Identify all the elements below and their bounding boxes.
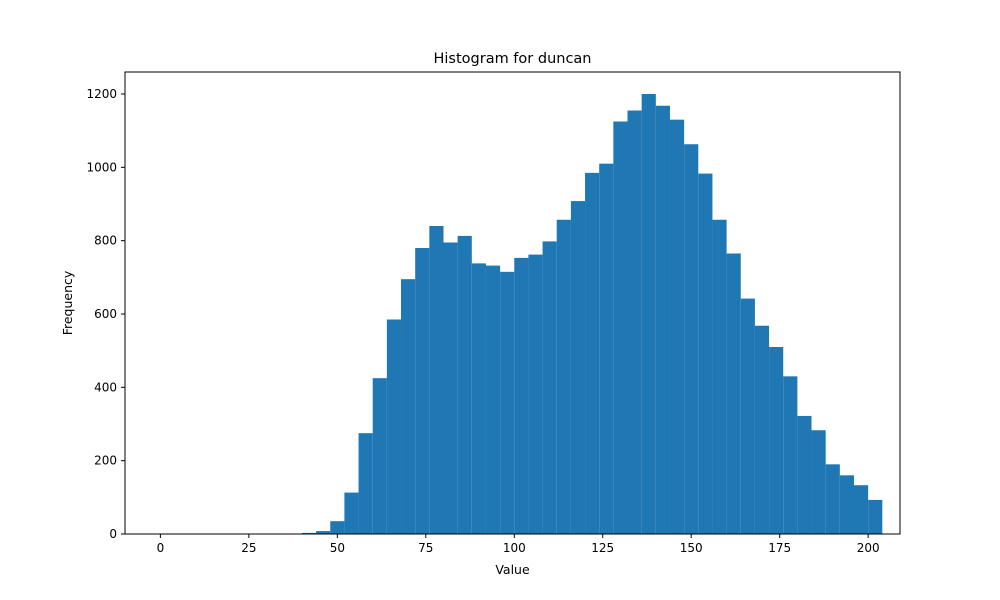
histogram-bar	[783, 376, 798, 534]
histogram-bar	[754, 325, 770, 534]
x-tick-label: 50	[330, 541, 345, 555]
y-axis-label: Frequency	[60, 270, 75, 335]
x-ticks-group: 0 25 50 75 100 125 150 175 200	[157, 534, 880, 555]
histogram-bar	[627, 110, 642, 534]
histogram-bar	[698, 173, 713, 535]
x-axis-label: Value	[495, 562, 530, 577]
histogram-bar	[556, 219, 571, 534]
histogram-bar	[401, 279, 416, 534]
histogram-bar	[372, 378, 387, 534]
histogram-bar	[839, 475, 854, 534]
histogram-bar	[655, 105, 670, 534]
histogram-bar	[797, 415, 812, 534]
histogram-bar	[471, 263, 486, 534]
histogram-bar	[669, 119, 685, 535]
histogram-bar	[316, 531, 331, 534]
histogram-bar	[599, 163, 614, 534]
x-tick-label: 150	[680, 541, 703, 555]
histogram-bar	[542, 241, 557, 534]
x-tick-label: 75	[418, 541, 433, 555]
histogram-bar	[712, 219, 727, 534]
histogram-bar	[613, 121, 628, 534]
chart-title: Histogram for duncan	[433, 51, 591, 67]
x-tick-label: 100	[503, 541, 526, 555]
histogram-bar	[344, 492, 359, 534]
histogram-bar	[415, 248, 430, 534]
histogram-bar	[726, 253, 741, 534]
y-tick-label: 800	[94, 234, 117, 248]
x-tick-label: 125	[591, 541, 614, 555]
histogram-bar	[570, 201, 586, 535]
histogram-bar	[514, 257, 529, 534]
x-tick-label: 25	[241, 541, 256, 555]
y-tick-label: 1200	[86, 87, 117, 101]
histogram-bar	[811, 430, 826, 534]
histogram-bar	[429, 226, 444, 534]
y-ticks-group: 0 200 400 600 800 1000 1200	[86, 87, 125, 541]
histogram-bar	[485, 265, 501, 534]
y-tick-label: 0	[109, 527, 117, 541]
y-tick-label: 1000	[86, 160, 117, 174]
plot-frame	[124, 71, 901, 535]
y-tick-label: 600	[94, 307, 117, 321]
y-tick-label: 200	[94, 454, 117, 468]
histogram-bar	[585, 172, 600, 535]
histogram-bar	[853, 485, 869, 534]
bars-group	[301, 94, 883, 535]
histogram-bar	[457, 235, 472, 534]
histogram-bar	[301, 532, 317, 534]
histogram-bar	[358, 433, 373, 534]
histogram-bar	[386, 319, 402, 534]
x-tick-label: 200	[857, 541, 880, 555]
histogram-bar	[528, 254, 543, 534]
histogram-bar	[769, 347, 784, 534]
histogram-bar	[740, 298, 755, 534]
histogram-bar	[641, 94, 656, 534]
histogram-bar	[868, 499, 883, 534]
histogram-bar	[330, 521, 345, 534]
histogram-bar	[443, 242, 458, 534]
y-tick-label: 400	[94, 380, 117, 394]
histogram-bar	[825, 464, 840, 534]
x-tick-label: 175	[768, 541, 791, 555]
histogram-bar	[500, 271, 515, 534]
x-tick-label: 0	[157, 541, 165, 555]
histogram-bar	[684, 144, 699, 534]
